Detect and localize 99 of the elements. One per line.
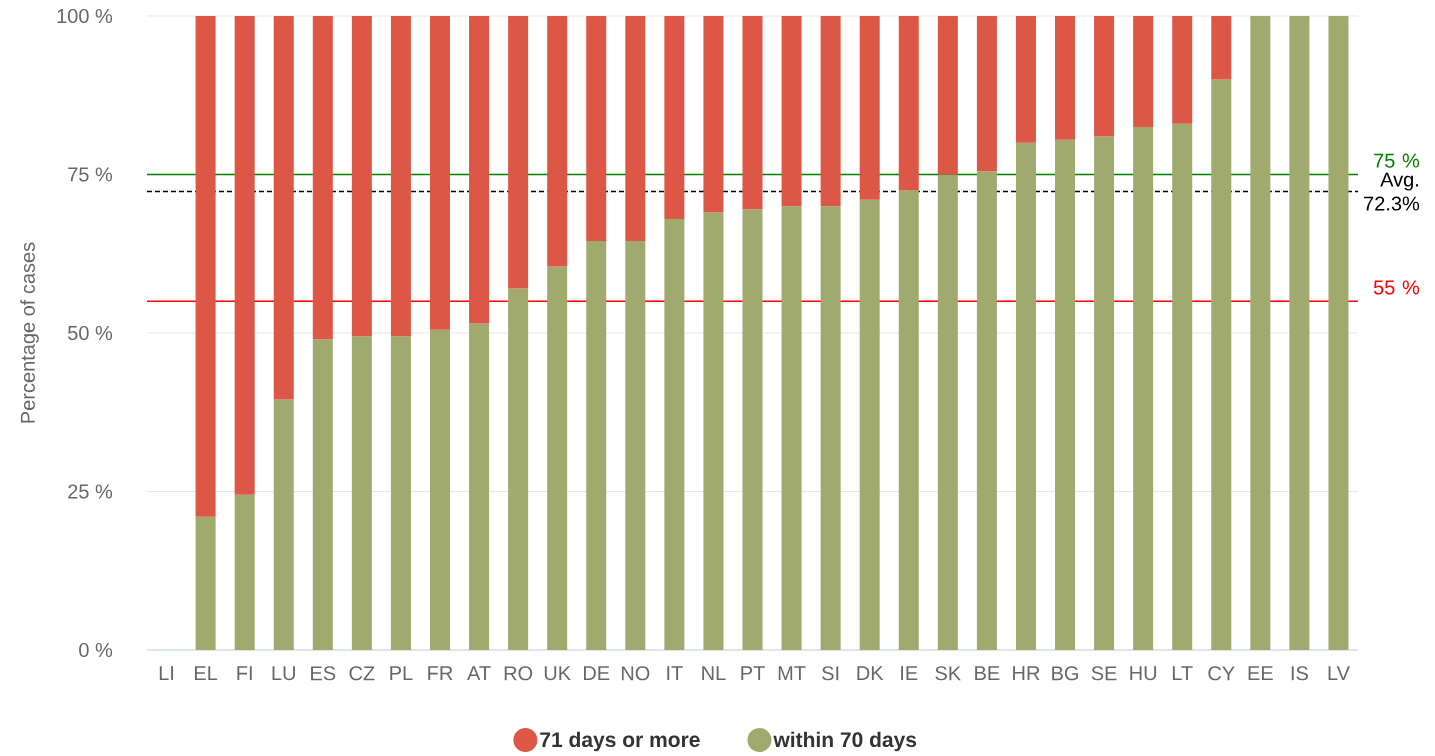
ref-line-label: 75 % bbox=[1374, 153, 1420, 168]
x-tick-label: IS bbox=[1291, 666, 1308, 681]
bar bbox=[625, 15, 646, 242]
bar bbox=[547, 266, 568, 650]
bar bbox=[1094, 136, 1115, 650]
bar bbox=[1015, 15, 1036, 143]
y-tick-label: 0 % bbox=[79, 642, 113, 658]
bar bbox=[195, 516, 216, 650]
bar bbox=[390, 15, 411, 337]
bar bbox=[1133, 126, 1154, 650]
bar bbox=[273, 399, 294, 650]
x-tick-label: PT bbox=[741, 666, 765, 680]
legend-label: 71 days or more bbox=[540, 731, 700, 752]
x-tick-label: CY bbox=[1208, 666, 1235, 681]
bar bbox=[312, 15, 333, 340]
y-axis-title: Percentage of cases bbox=[20, 242, 39, 423]
bar bbox=[1172, 15, 1193, 124]
bar bbox=[703, 212, 724, 650]
bar bbox=[508, 288, 529, 650]
x-tick-label: PL bbox=[390, 666, 413, 680]
x-tick-label: ES bbox=[311, 666, 336, 681]
bar bbox=[390, 336, 411, 650]
bar bbox=[664, 218, 685, 650]
bar bbox=[547, 15, 568, 267]
bar bbox=[351, 15, 372, 337]
bar bbox=[586, 15, 607, 242]
bar bbox=[1172, 123, 1193, 650]
x-tick-label: MT bbox=[778, 666, 806, 680]
x-tick-label: BE bbox=[975, 666, 1000, 680]
x-tick-label: LI bbox=[159, 666, 174, 680]
bar bbox=[859, 199, 880, 650]
y-tick-label: 50 % bbox=[68, 325, 113, 341]
bar bbox=[429, 329, 450, 650]
x-tick-label: LV bbox=[1328, 666, 1350, 680]
x-tick-label: IT bbox=[667, 666, 683, 680]
x-tick-label: AT bbox=[467, 666, 491, 680]
x-tick-label: RO bbox=[504, 666, 533, 681]
bar bbox=[1211, 79, 1232, 650]
x-tick-label: FR bbox=[428, 666, 453, 680]
bar bbox=[898, 190, 919, 650]
bar bbox=[1055, 139, 1076, 650]
ref-line-label: Avg. 72.3% bbox=[1364, 172, 1420, 211]
ref-line-label: 55 % bbox=[1373, 280, 1420, 295]
bar bbox=[898, 15, 919, 191]
bar bbox=[234, 15, 255, 495]
x-tick-label: BG bbox=[1052, 666, 1078, 681]
y-tick-label: 25 % bbox=[68, 484, 113, 499]
bar bbox=[469, 323, 490, 650]
bar bbox=[469, 15, 490, 324]
bar bbox=[1055, 15, 1076, 140]
x-tick-label: EE bbox=[1248, 666, 1273, 680]
x-tick-label: EL bbox=[195, 666, 218, 680]
bar bbox=[742, 15, 763, 210]
x-tick-label: DE bbox=[583, 666, 610, 680]
bar bbox=[820, 206, 841, 650]
bar bbox=[937, 15, 958, 175]
bar bbox=[508, 15, 529, 289]
x-tick-label: SK bbox=[935, 666, 961, 681]
x-tick-label: HR bbox=[1013, 666, 1040, 680]
bar bbox=[976, 171, 997, 650]
bar bbox=[781, 206, 802, 650]
x-tick-label: NL bbox=[702, 666, 726, 680]
bar bbox=[273, 15, 294, 400]
bar bbox=[312, 339, 333, 650]
x-tick-label: NO bbox=[621, 666, 650, 681]
x-tick-label: SI bbox=[822, 666, 839, 681]
x-tick-label: CZ bbox=[349, 666, 375, 681]
x-tick-label: LT bbox=[1172, 666, 1193, 680]
bar bbox=[1133, 15, 1154, 127]
x-tick-label: HU bbox=[1130, 666, 1157, 681]
x-tick-label: FI bbox=[237, 666, 252, 680]
bar bbox=[1328, 15, 1349, 650]
bar bbox=[820, 15, 841, 207]
bar bbox=[1211, 15, 1232, 80]
y-tick-label: 75 % bbox=[68, 167, 113, 182]
bar bbox=[937, 174, 958, 650]
x-tick-label: UK bbox=[544, 666, 571, 681]
bar bbox=[351, 336, 372, 650]
bar bbox=[859, 15, 880, 200]
x-tick-label: LU bbox=[272, 666, 295, 681]
bar bbox=[781, 15, 802, 207]
bar bbox=[625, 241, 646, 650]
bar bbox=[1015, 142, 1036, 650]
x-tick-label: IE bbox=[901, 666, 918, 680]
bar bbox=[586, 241, 607, 650]
bar bbox=[1289, 15, 1310, 650]
bar bbox=[195, 15, 216, 517]
x-tick-label: SE bbox=[1091, 666, 1117, 681]
bar bbox=[976, 15, 997, 172]
bar bbox=[1250, 15, 1271, 650]
legend-label: within 70 days bbox=[773, 731, 917, 752]
x-tick-label: DK bbox=[857, 666, 884, 680]
bar bbox=[1094, 15, 1115, 137]
y-tick-label: 100 % bbox=[57, 8, 113, 24]
bar bbox=[429, 15, 450, 330]
bar bbox=[703, 15, 724, 213]
bar bbox=[234, 494, 255, 650]
bar bbox=[664, 15, 685, 219]
bar bbox=[742, 209, 763, 650]
